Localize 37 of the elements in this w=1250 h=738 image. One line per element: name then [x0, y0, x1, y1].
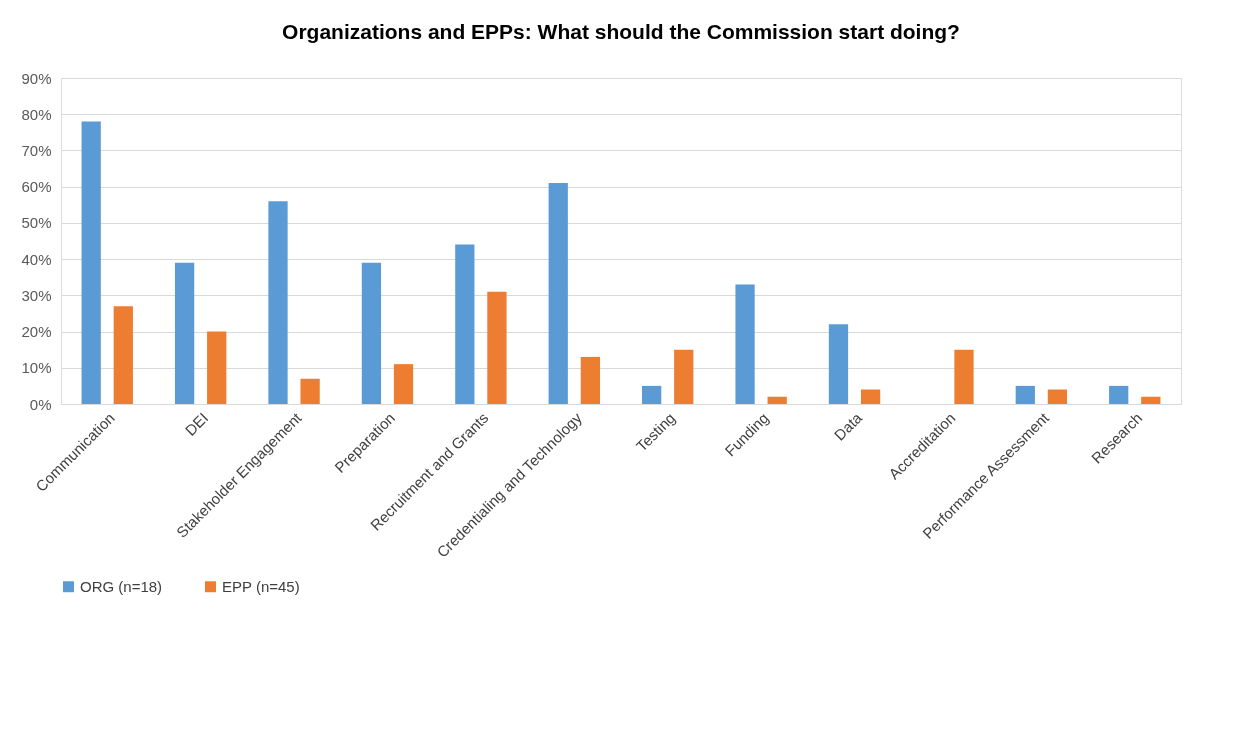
bar — [860, 389, 881, 404]
bar — [207, 331, 227, 404]
bar — [1109, 385, 1129, 404]
bar — [954, 349, 974, 404]
bar — [735, 284, 755, 404]
y-tick-label: 90% — [21, 69, 52, 87]
bar — [81, 121, 101, 404]
legend-label: ORG (n=18) — [80, 577, 163, 595]
y-tick-label: 60% — [21, 178, 52, 196]
y-tick-label: 20% — [21, 323, 52, 341]
legend-label: EPP (n=45) — [222, 577, 300, 595]
y-tick-label: 80% — [21, 105, 52, 123]
y-tick-label: 30% — [21, 286, 52, 304]
bar — [361, 262, 382, 404]
y-tick-label: 50% — [21, 214, 52, 232]
bar — [455, 244, 475, 404]
y-tick-label: 10% — [21, 359, 52, 377]
bar — [580, 356, 600, 404]
bar — [1015, 385, 1035, 404]
chart-title: Organizations and EPPs: What should the Commission start doing? — [282, 20, 960, 43]
bar — [674, 349, 694, 404]
bar — [393, 364, 414, 404]
bar — [1047, 389, 1068, 404]
bar — [268, 201, 288, 404]
x-tick-label: DEI — [181, 409, 212, 439]
bar — [828, 324, 849, 404]
bar — [300, 378, 320, 404]
y-tick-label: 0% — [29, 395, 52, 413]
y-tick-label: 40% — [21, 250, 52, 268]
bar — [548, 183, 568, 404]
bar — [174, 262, 195, 404]
bar — [642, 385, 662, 404]
bar — [113, 306, 133, 404]
bar — [1141, 396, 1161, 404]
bar — [767, 396, 787, 404]
y-tick-label: 70% — [21, 141, 52, 159]
bar — [487, 291, 507, 404]
